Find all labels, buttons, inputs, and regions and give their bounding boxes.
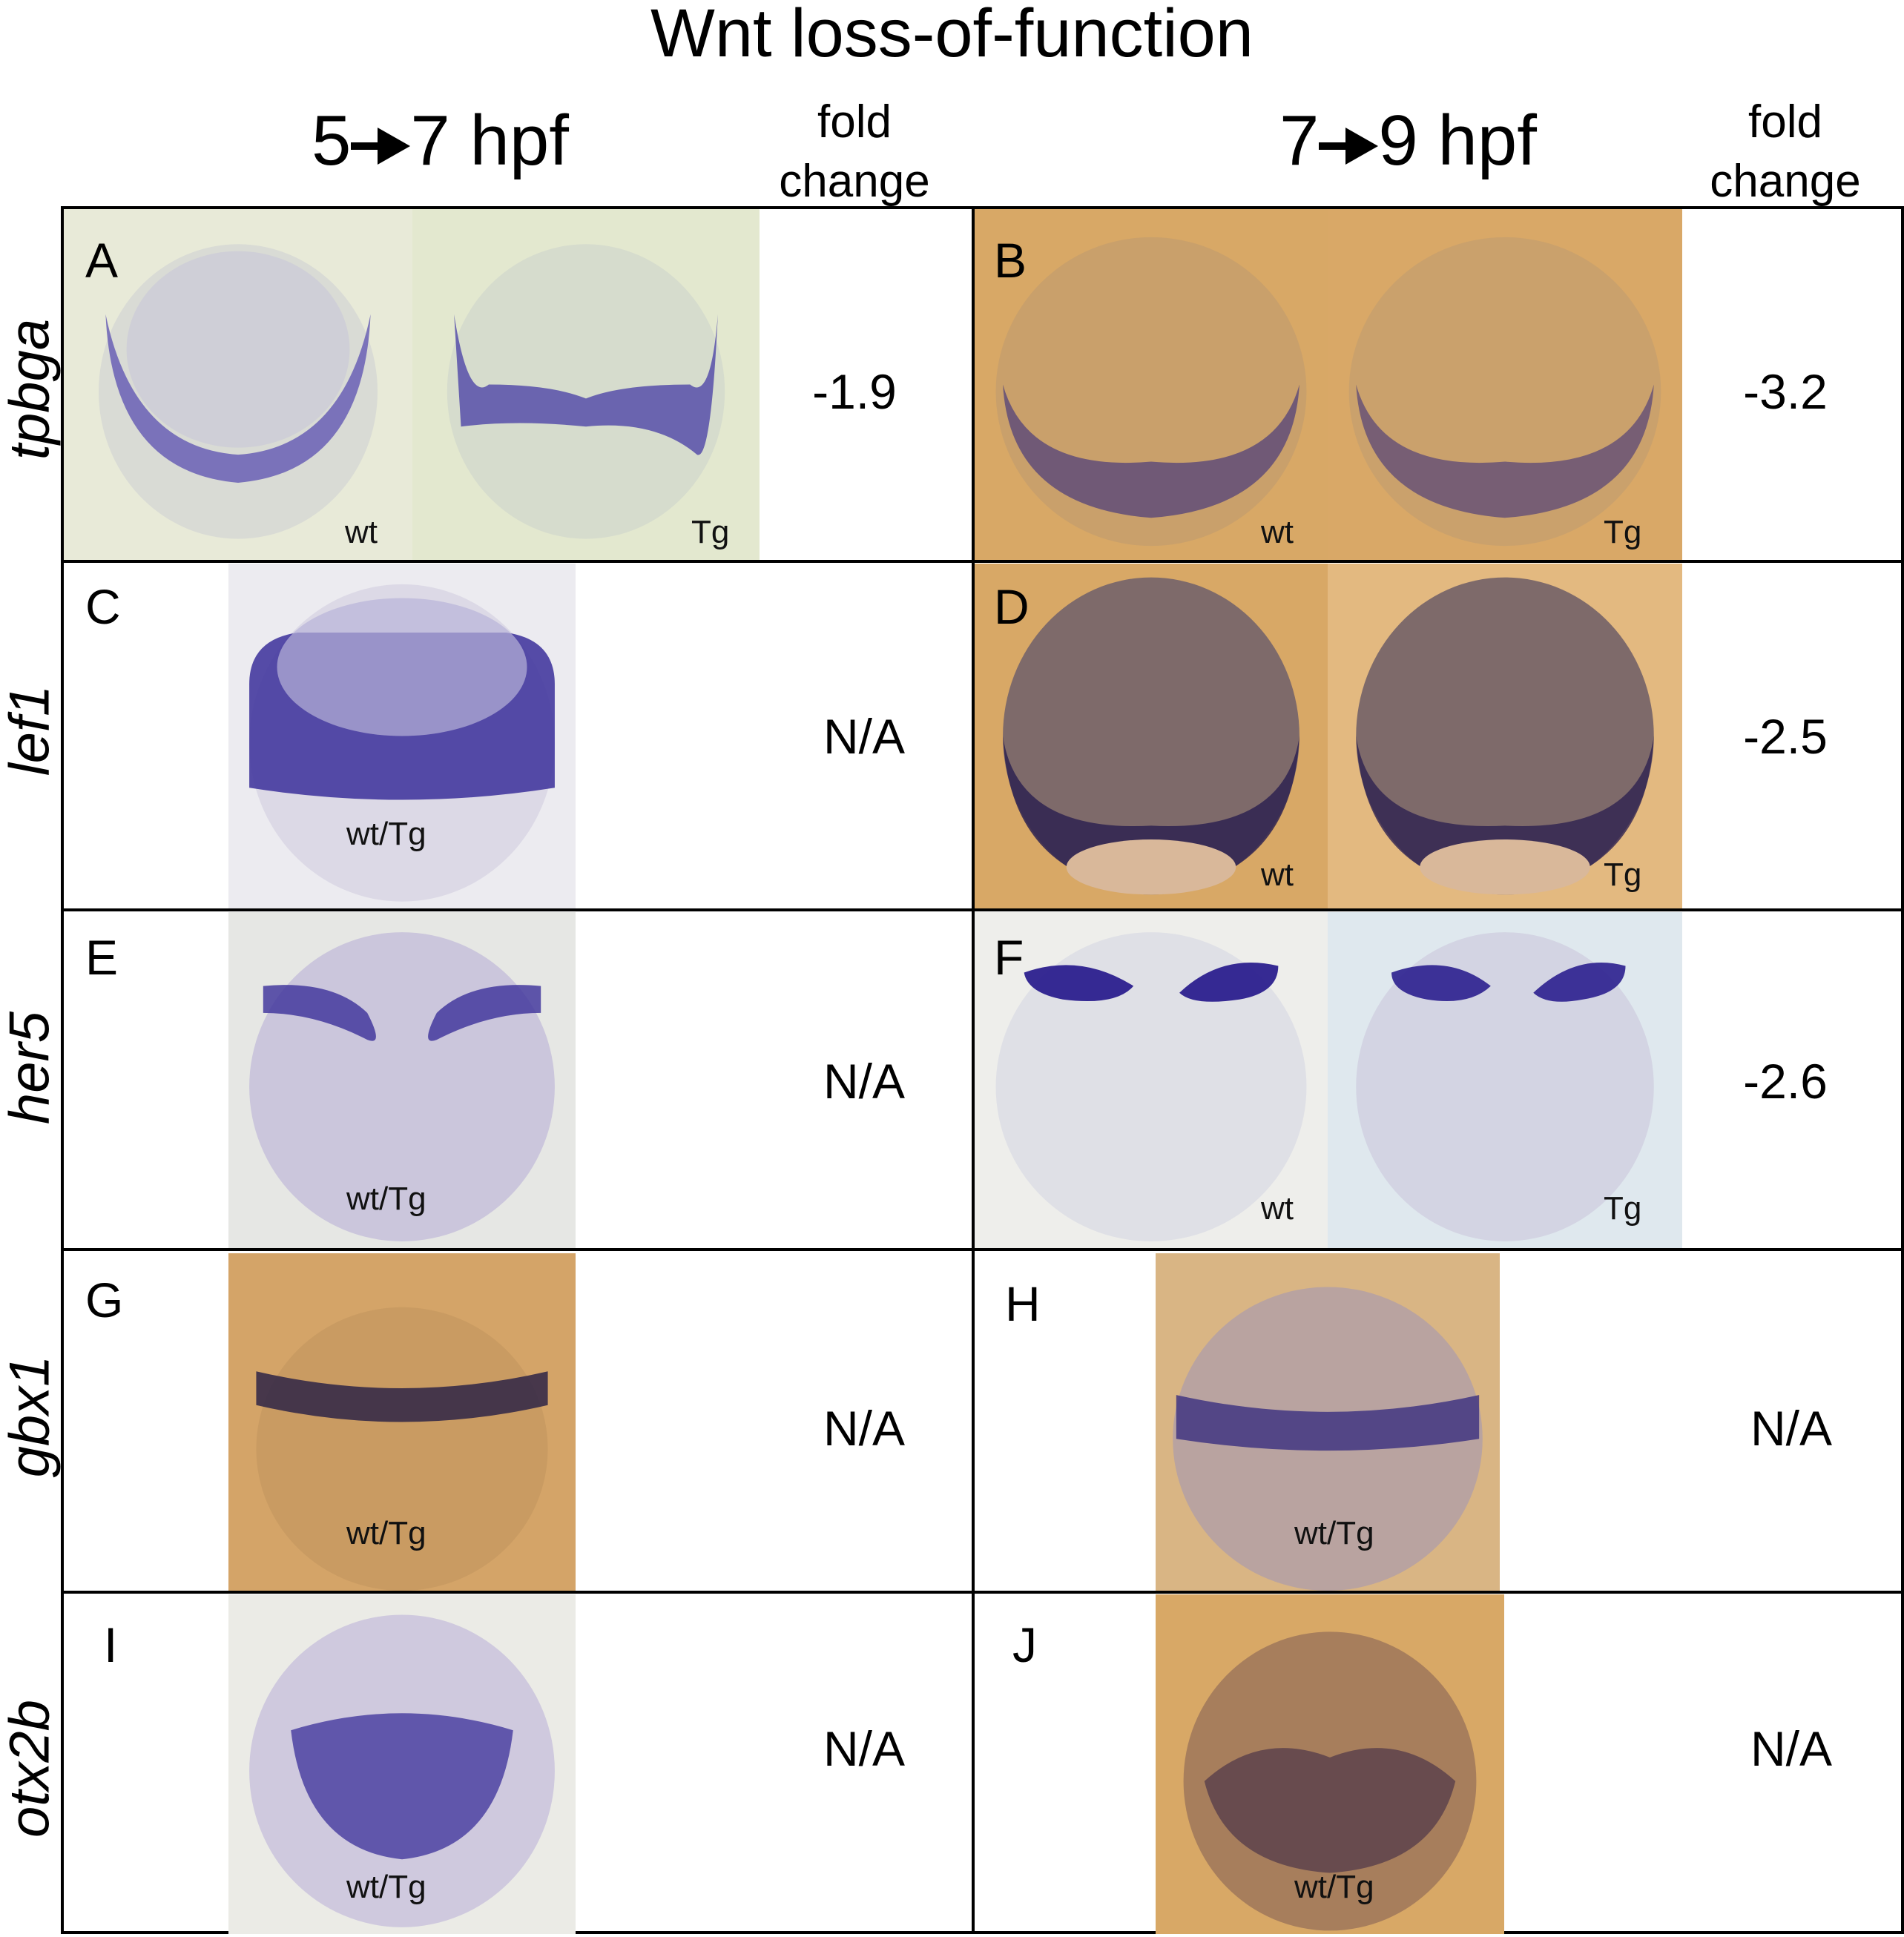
row-divider — [61, 560, 1904, 563]
embryo-image-J — [1156, 1594, 1504, 1934]
embryo-image-C — [228, 564, 576, 908]
panel-letter-E: E — [85, 930, 119, 985]
embryo-image-D-tg — [1328, 564, 1682, 908]
fold-change-I: N/A — [823, 1721, 906, 1776]
embryo-image-G — [228, 1253, 576, 1591]
embryo-image-F-wt — [975, 912, 1328, 1248]
image-label-wt: wt — [345, 514, 378, 550]
fold-change-H: N/A — [1750, 1401, 1833, 1456]
arrow-right-icon — [1319, 127, 1379, 165]
panel-letter-F: F — [994, 930, 1024, 985]
panel-letter-C: C — [85, 579, 121, 634]
image-label-wt-tg: wt/Tg — [1294, 1869, 1374, 1905]
gene-label-otx2b: otx2b — [0, 1700, 62, 1838]
image-label-wt: wt — [1261, 1190, 1294, 1227]
fold-change-G: N/A — [823, 1401, 906, 1456]
fold-change-header-right: fold change — [1710, 96, 1861, 207]
image-label-wt: wt — [1261, 857, 1294, 893]
gene-label-gbx1: gbx1 — [0, 1355, 62, 1478]
image-label-wt-tg: wt/Tg — [346, 816, 426, 852]
image-label-tg: Tg — [691, 514, 730, 550]
row-divider — [61, 908, 1904, 911]
panel-letter-A: A — [85, 233, 119, 288]
panel-letter-G: G — [85, 1273, 124, 1327]
embryo-image-F-tg — [1328, 912, 1682, 1248]
image-label-tg: Tg — [1604, 1190, 1642, 1227]
gene-label-lef1: lef1 — [0, 684, 62, 776]
gene-label-her5: her5 — [0, 1011, 62, 1125]
image-label-wt-tg: wt/Tg — [346, 1869, 426, 1905]
embryo-image-H — [1156, 1253, 1500, 1591]
embryo-image-I — [228, 1594, 576, 1934]
embryo-image-B-wt — [975, 209, 1328, 560]
fold-change-E: N/A — [823, 1054, 906, 1109]
image-label-wt: wt — [1261, 514, 1294, 550]
panel-letter-I: I — [104, 1617, 118, 1672]
image-label-tg: Tg — [1604, 857, 1642, 893]
panel-letter-J: J — [1012, 1617, 1037, 1672]
fold-change-C: N/A — [823, 709, 906, 764]
panel-letter-B: B — [994, 233, 1027, 288]
embryo-image-D-wt — [975, 564, 1328, 908]
panel-letter-D: D — [994, 579, 1030, 634]
arrow-right-icon — [351, 127, 411, 165]
fold-change-F: -2.6 — [1743, 1054, 1828, 1109]
row-divider — [61, 1248, 1904, 1251]
panel-letter-H: H — [1005, 1276, 1041, 1331]
figure-title: Wnt loss-of-function — [650, 0, 1254, 71]
row-divider — [61, 1591, 1904, 1594]
fold-change-B: -3.2 — [1743, 364, 1828, 419]
embryo-image-A-wt — [64, 209, 412, 560]
fold-change-A: -1.9 — [812, 364, 897, 419]
image-label-wt-tg: wt/Tg — [346, 1181, 426, 1217]
fold-change-header-left: fold change — [779, 96, 930, 207]
image-label-wt-tg: wt/Tg — [346, 1515, 426, 1551]
embryo-image-A-tg — [412, 209, 760, 560]
image-label-tg: Tg — [1604, 514, 1642, 550]
embryo-image-E — [228, 912, 576, 1248]
embryo-image-B-tg — [1328, 209, 1682, 560]
fold-change-J: N/A — [1750, 1721, 1833, 1776]
image-label-wt-tg: wt/Tg — [1294, 1515, 1374, 1551]
gene-label-tpbga: tpbga — [0, 318, 62, 461]
fold-change-D: -2.5 — [1743, 709, 1828, 764]
